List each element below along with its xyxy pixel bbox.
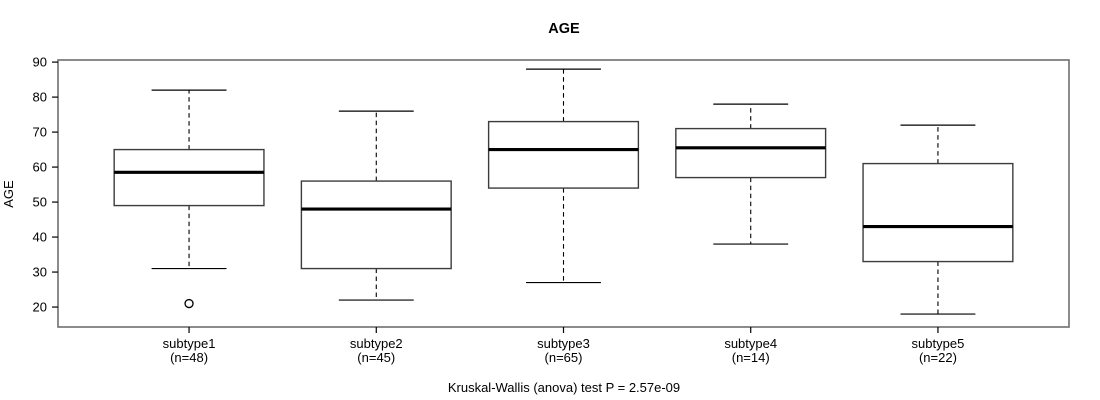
iqr-box-subtype1: [113, 148, 265, 207]
iqr-box-subtype2: [300, 180, 452, 270]
group-sublabel-subtype5: (n=22): [919, 350, 957, 365]
iqr-box-subtype4: [675, 127, 827, 179]
outlier-point-subtype1: [184, 298, 194, 309]
y-tick-label: 60: [33, 160, 47, 175]
group-sublabel-subtype2: (n=45): [357, 350, 395, 365]
group-label-subtype1: subtype1: [163, 336, 216, 351]
group-label-subtype5: subtype5: [912, 336, 965, 351]
y-tick-label: 70: [33, 125, 47, 140]
iqr-box-subtype3: [487, 120, 640, 189]
plot-content: 2030405060708090subtype1(n=48)subtype2(n…: [33, 55, 1070, 365]
group-sublabel-subtype1: (n=48): [170, 350, 208, 365]
group-sublabel-subtype3: (n=65): [545, 350, 583, 365]
footnote-text: Kruskal-Wallis (anova) test P = 2.57e-09: [448, 380, 680, 395]
group-label-subtype3: subtype3: [537, 336, 590, 351]
group-label-subtype4: subtype4: [724, 336, 777, 351]
y-tick-label: 50: [33, 195, 47, 210]
group-label-subtype2: subtype2: [350, 336, 403, 351]
y-tick-label: 90: [33, 55, 47, 70]
y-tick-label: 40: [33, 230, 47, 245]
chart-title: AGE: [548, 21, 580, 37]
y-axis-label: AGE: [1, 180, 16, 208]
group-sublabel-subtype4: (n=14): [732, 350, 770, 365]
y-tick-label: 30: [33, 265, 47, 280]
y-tick-label: 20: [33, 300, 47, 315]
y-tick-label: 80: [33, 90, 47, 105]
iqr-box-subtype5: [862, 162, 1014, 263]
